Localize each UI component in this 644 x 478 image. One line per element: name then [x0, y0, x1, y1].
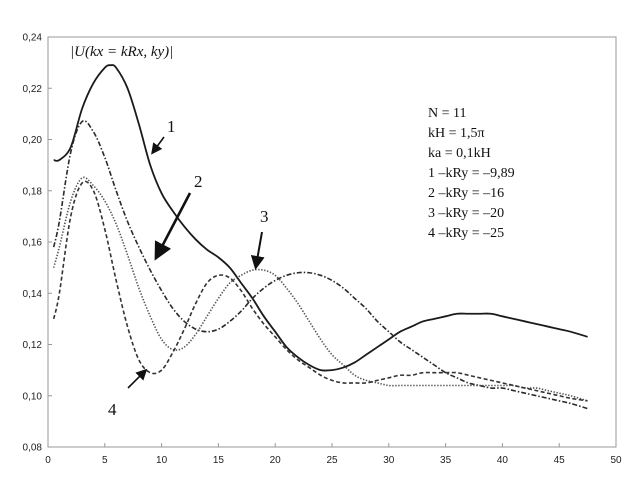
y-axis-label: |U(kx = kRx, ky)| — [70, 44, 173, 60]
plot-frame — [47, 36, 617, 448]
x-tick-label: 15 — [213, 455, 225, 466]
series-3-line — [52, 176, 588, 402]
y-axis-ticks: 0,08 0,10 0,12 0,14 0,16 0,18 0,20 0,22 0,24 — [23, 33, 52, 454]
x-tick-label: 50 — [610, 455, 622, 466]
y-tick-label: 0,14 — [23, 289, 43, 300]
x-tick-label: 25 — [326, 455, 338, 466]
y-tick-label: 0,18 — [23, 186, 43, 197]
y-tick-label: 0,10 — [23, 391, 43, 402]
legend-line-series-1: 1 –kRy = –9,89 — [428, 166, 515, 181]
y-tick-label: 0,20 — [23, 135, 43, 146]
series-2-number-label: 2 — [194, 172, 203, 191]
x-tick-label: 20 — [270, 455, 282, 466]
legend-line-n: N = 11 — [428, 106, 467, 121]
series-1-line — [53, 64, 588, 372]
x-tick-label: 35 — [440, 455, 452, 466]
x-tick-label: 30 — [383, 455, 395, 466]
y-tick-label: 0,08 — [23, 443, 43, 454]
series-1-number-label: 1 — [167, 117, 176, 136]
series-3-pointer-arrow — [250, 231, 265, 270]
series-group — [52, 64, 588, 410]
x-tick-label: 5 — [102, 455, 108, 466]
y-tick-label: 0,12 — [23, 340, 43, 351]
legend-line-series-4: 4 –kRy = –25 — [428, 226, 504, 241]
legend-line-ka: ka = 0,1kH — [428, 146, 491, 161]
x-axis-ticks: 0 5 10 15 20 25 30 35 40 45 50 — [45, 443, 622, 466]
series-2-line — [52, 119, 588, 410]
x-tick-label: 0 — [45, 455, 51, 466]
y-tick-label: 0,22 — [23, 84, 43, 95]
series-3-number-label: 3 — [260, 207, 269, 226]
curve-annotations: 1 2 3 4 — [108, 117, 269, 419]
legend-line-series-3: 3 –kRy = –20 — [428, 206, 504, 221]
x-tick-label: 10 — [156, 455, 168, 466]
x-tick-label: 40 — [497, 455, 509, 466]
x-tick-label: 45 — [554, 455, 566, 466]
y-tick-label: 0,24 — [23, 33, 43, 44]
series-4-line — [52, 180, 588, 402]
series-1-pointer-arrow — [151, 136, 165, 155]
series-2-pointer-arrow — [154, 192, 192, 261]
legend-line-series-2: 2 –kRy = –16 — [428, 186, 504, 201]
series-4-number-label: 4 — [108, 400, 117, 419]
legend-line-kh: kH = 1,5π — [428, 126, 485, 141]
series-4-pointer-arrow — [127, 368, 148, 389]
legend: N = 11 kH = 1,5π ka = 0,1kH 1 –kRy = –9,… — [428, 106, 515, 241]
y-tick-label: 0,16 — [23, 238, 43, 249]
